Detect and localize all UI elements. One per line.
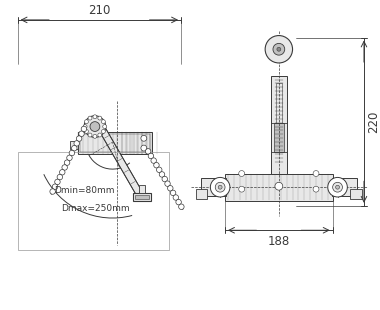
Bar <box>332 179 357 196</box>
Circle shape <box>57 174 63 180</box>
Circle shape <box>179 204 184 210</box>
Circle shape <box>168 186 173 191</box>
Circle shape <box>55 179 60 185</box>
Circle shape <box>277 47 281 51</box>
Circle shape <box>275 182 283 190</box>
Circle shape <box>146 148 151 154</box>
Bar <box>70 141 78 149</box>
Bar <box>133 193 151 201</box>
Circle shape <box>151 158 157 163</box>
Circle shape <box>76 136 82 141</box>
Circle shape <box>154 162 159 168</box>
Text: 210: 210 <box>88 4 111 17</box>
Circle shape <box>148 153 154 159</box>
Circle shape <box>83 125 87 129</box>
Text: 220: 220 <box>367 110 380 133</box>
Circle shape <box>79 131 84 136</box>
Circle shape <box>52 184 58 189</box>
Text: Dmax=250mm: Dmax=250mm <box>61 204 129 213</box>
Circle shape <box>98 133 102 137</box>
Circle shape <box>69 150 74 156</box>
Circle shape <box>84 120 89 124</box>
Circle shape <box>170 190 176 196</box>
Circle shape <box>64 160 70 166</box>
Polygon shape <box>95 120 145 200</box>
Bar <box>196 189 207 199</box>
Circle shape <box>84 130 89 133</box>
Circle shape <box>101 120 105 124</box>
Circle shape <box>159 172 165 177</box>
Circle shape <box>239 186 245 192</box>
Circle shape <box>141 145 147 151</box>
Bar <box>80 134 150 152</box>
Text: 188: 188 <box>268 235 290 248</box>
Circle shape <box>328 177 347 197</box>
Circle shape <box>162 176 168 182</box>
Circle shape <box>88 133 92 137</box>
Bar <box>225 174 332 201</box>
Circle shape <box>50 189 55 194</box>
Circle shape <box>62 165 67 170</box>
Circle shape <box>173 195 179 200</box>
Circle shape <box>60 170 65 175</box>
Circle shape <box>211 177 230 197</box>
Circle shape <box>93 115 97 119</box>
Bar <box>271 76 287 174</box>
Circle shape <box>141 135 147 141</box>
Circle shape <box>239 170 245 176</box>
Circle shape <box>71 145 77 151</box>
Circle shape <box>67 155 72 161</box>
Circle shape <box>332 182 342 192</box>
Circle shape <box>157 167 162 173</box>
Circle shape <box>88 116 92 120</box>
Circle shape <box>93 134 97 138</box>
Circle shape <box>176 199 181 205</box>
Circle shape <box>98 116 102 120</box>
Circle shape <box>336 185 339 189</box>
Bar <box>274 123 284 152</box>
Bar <box>17 152 169 250</box>
Circle shape <box>74 141 79 146</box>
Bar <box>276 83 282 123</box>
Bar <box>201 179 226 196</box>
Circle shape <box>215 182 225 192</box>
Circle shape <box>218 185 222 189</box>
Circle shape <box>265 36 293 63</box>
Circle shape <box>81 126 87 132</box>
Bar <box>135 195 149 199</box>
Bar <box>139 185 145 193</box>
Circle shape <box>313 186 319 192</box>
Circle shape <box>101 130 105 133</box>
Circle shape <box>103 125 107 129</box>
Circle shape <box>273 43 285 55</box>
Circle shape <box>84 116 106 137</box>
Text: Dmin=80mm: Dmin=80mm <box>54 186 114 195</box>
Circle shape <box>313 170 319 176</box>
Bar <box>350 189 362 199</box>
Circle shape <box>165 181 170 186</box>
Bar <box>276 49 282 54</box>
Circle shape <box>90 122 100 131</box>
Bar <box>78 132 152 154</box>
